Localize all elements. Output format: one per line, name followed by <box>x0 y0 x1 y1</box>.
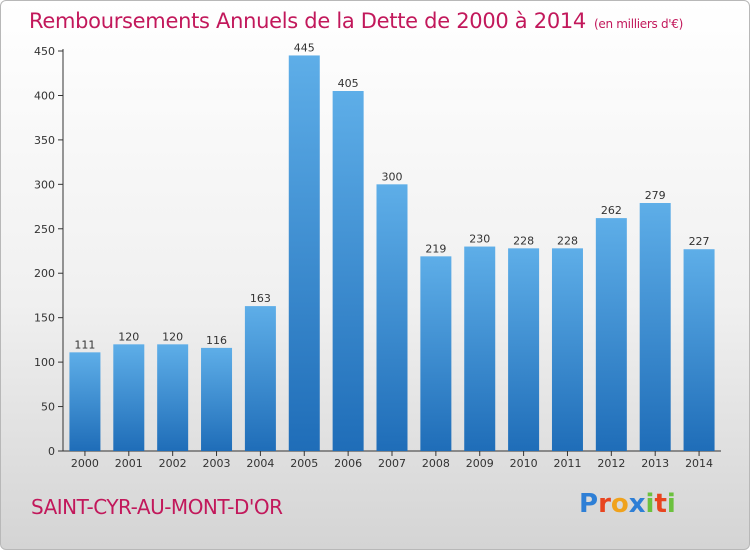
logo-letter: P <box>579 489 599 519</box>
x-tick-label: 2012 <box>597 457 625 470</box>
data-label: 405 <box>338 77 359 90</box>
y-tick-label: 350 <box>34 134 55 147</box>
bar <box>113 344 145 451</box>
data-label: 262 <box>601 204 622 217</box>
x-tick-label: 2005 <box>290 457 318 470</box>
x-tick-label: 2001 <box>115 457 143 470</box>
y-tick-label: 0 <box>48 445 55 458</box>
bar <box>508 248 540 451</box>
data-label: 111 <box>74 338 95 351</box>
data-label: 228 <box>557 234 578 247</box>
y-tick-label: 400 <box>34 89 55 102</box>
logo-letter: x <box>628 489 646 519</box>
x-tick-label: 2013 <box>641 457 669 470</box>
data-label: 227 <box>689 235 710 248</box>
chart-title-text: Remboursements Annuels de la Dette de 20… <box>29 9 586 33</box>
x-tick-label: 2014 <box>685 457 713 470</box>
bar <box>244 306 276 451</box>
logo-letter: i <box>666 489 676 519</box>
data-label: 300 <box>382 170 403 183</box>
bars <box>69 55 715 452</box>
logo-letter: r <box>598 489 611 519</box>
bar <box>288 55 320 451</box>
chart-title: Remboursements Annuels de la Dette de 20… <box>29 9 683 33</box>
y-tick-label: 100 <box>34 356 55 369</box>
x-tick-label: 2007 <box>378 457 406 470</box>
data-label: 120 <box>162 330 183 343</box>
data-label: 163 <box>250 292 271 305</box>
proxiti-logo: Proxiti <box>579 489 676 519</box>
bar <box>157 344 189 451</box>
y-tick-label: 50 <box>41 401 55 414</box>
x-tick-label: 2006 <box>334 457 362 470</box>
axes: 0 50 100 150 200 250 300 350 400 450 2000 2001 2002 2… <box>34 45 721 470</box>
data-label: 230 <box>469 233 490 246</box>
y-tick-label: 200 <box>34 267 55 280</box>
data-label: 228 <box>513 234 534 247</box>
x-tick-label: 2003 <box>203 457 231 470</box>
x-tick-label: 2010 <box>510 457 538 470</box>
x-tick-label: 2000 <box>71 457 99 470</box>
x-tick-label: 2008 <box>422 457 450 470</box>
y-tick-label: 250 <box>34 223 55 236</box>
logo-letter: i <box>645 489 655 519</box>
city-name: SAINT-CYR-AU-MONT-D'OR <box>31 495 283 519</box>
data-label: 445 <box>294 41 315 54</box>
data-label: 279 <box>645 189 666 202</box>
bar <box>639 203 671 451</box>
bar <box>376 184 408 452</box>
bar <box>683 249 715 451</box>
y-tick-label: 150 <box>34 312 55 325</box>
bar <box>201 347 233 451</box>
bar <box>420 256 452 451</box>
value-labels: 111 120 120 116 163 445 405 300 219 230 228 228 262 2… <box>74 41 709 351</box>
data-label: 116 <box>206 334 227 347</box>
bar <box>551 248 583 451</box>
x-tick-label: 2011 <box>553 457 581 470</box>
x-tick-label: 2002 <box>159 457 187 470</box>
y-tick-label: 300 <box>34 178 55 191</box>
data-label: 120 <box>118 330 139 343</box>
chart-unit-label: (en milliers d'€) <box>594 17 684 31</box>
x-tick-label: 2004 <box>246 457 274 470</box>
data-label: 219 <box>425 242 446 255</box>
bar <box>69 352 101 451</box>
bar <box>595 218 627 451</box>
y-tick-label: 450 <box>34 45 55 58</box>
bar <box>464 246 496 451</box>
x-tick-label: 2009 <box>466 457 494 470</box>
bar <box>332 91 364 451</box>
logo-letter: t <box>654 489 667 519</box>
logo-letter: o <box>610 489 629 519</box>
